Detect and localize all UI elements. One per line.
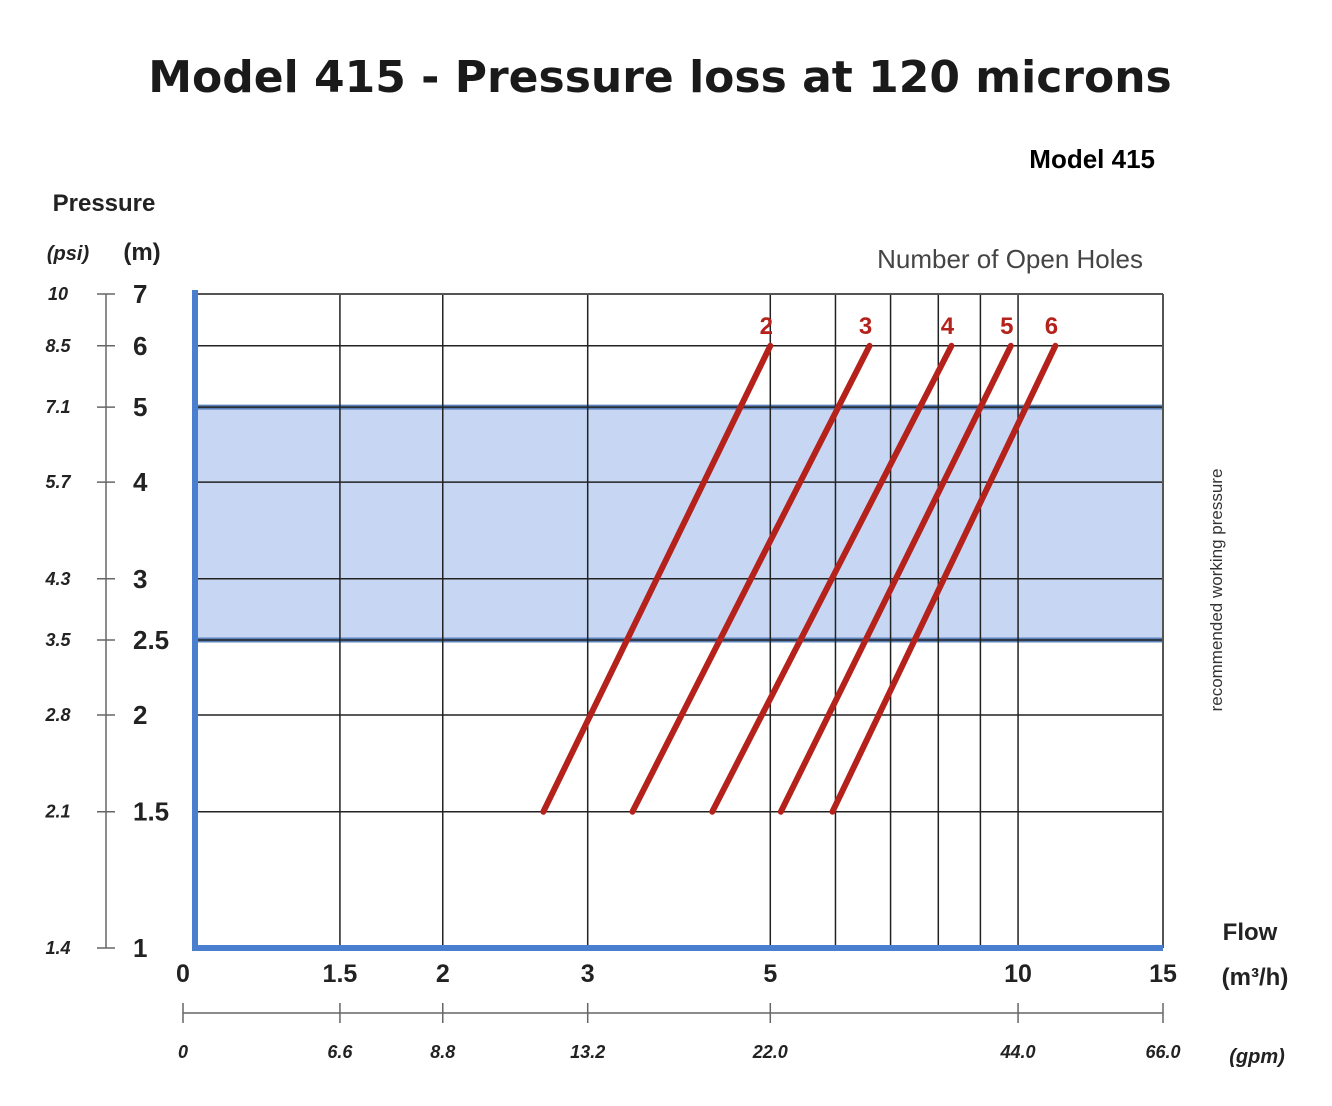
y-tick-label-m: 4 [133, 467, 148, 497]
series-label-2: 2 [760, 313, 773, 340]
x-tick-label-gpm: 66.0 [1145, 1042, 1180, 1062]
x-tick-label-m3h: 3 [581, 960, 595, 988]
y-tick-label-psi: 1.4 [45, 938, 70, 958]
y-axis-title: Pressure [53, 190, 156, 217]
series-label-3: 3 [859, 313, 872, 340]
x-tick-label-gpm: 8.8 [430, 1042, 455, 1062]
y-tick-label-m: 2 [133, 700, 147, 730]
y-tick-label-m: 5 [133, 392, 147, 422]
axes: 1 1.4 1.5 2.1 2 2.8 2.5 3.5 3 4.3 4 5.7 5 7.1 6 8.5 7 10 0… [44, 279, 1180, 1062]
x-axis-unit-gpm: (gpm) [1229, 1046, 1285, 1068]
x-tick-label-m3h: 2 [436, 960, 450, 988]
y-tick-label-psi: 2.1 [44, 802, 70, 822]
y-tick-label-psi: 7.1 [45, 397, 70, 417]
legend-title: Number of Open Holes [877, 244, 1143, 274]
x-axis-unit-m3h: (m³/h) [1222, 964, 1289, 991]
chart-title: Model 415 - Pressure loss at 120 microns [148, 52, 1172, 103]
x-tick-label-m3h: 0 [176, 960, 190, 988]
chart-subtitle: Model 415 [1029, 144, 1155, 174]
y-tick-label-psi: 8.5 [45, 336, 71, 356]
band-label: recommended working pressure [1207, 469, 1226, 712]
x-axis-title: Flow [1223, 919, 1278, 946]
series-line-6 [829, 342, 1059, 815]
y-tick-label-psi: 2.8 [44, 705, 70, 725]
series-label-4: 4 [941, 313, 955, 340]
y-axis-unit-m: (m) [123, 239, 160, 266]
series-line-4 [709, 342, 955, 815]
y-tick-label-m: 3 [133, 564, 147, 594]
band-fill [195, 407, 1163, 641]
series-label-6: 6 [1045, 313, 1058, 340]
series-lines: 2 3 4 5 6 [540, 313, 1059, 815]
x-tick-label-gpm: 0 [178, 1042, 188, 1062]
x-tick-label-m3h: 5 [763, 960, 777, 988]
y-tick-label-psi: 10 [48, 284, 68, 304]
y-axis-unit-psi: (psi) [47, 243, 90, 265]
series-line-5 [777, 342, 1014, 815]
y-tick-label-m: 1.5 [133, 797, 169, 827]
x-tick-label-gpm: 13.2 [570, 1042, 605, 1062]
x-tick-label-m3h: 15 [1149, 960, 1177, 988]
y-tick-label-m: 1 [133, 933, 147, 963]
y-tick-label-psi: 3.5 [45, 630, 71, 650]
y-tick-label-m: 6 [133, 331, 147, 361]
x-tick-label-gpm: 44.0 [1000, 1042, 1036, 1062]
x-tick-label-gpm: 22.0 [752, 1042, 788, 1062]
y-tick-label-m: 2.5 [133, 625, 169, 655]
x-tick-label-m3h: 1.5 [323, 960, 358, 988]
series-line-3 [629, 342, 873, 815]
y-tick-label-psi: 4.3 [44, 569, 70, 589]
x-tick-label-gpm: 6.6 [327, 1042, 353, 1062]
series-label-5: 5 [1000, 313, 1013, 340]
x-tick-label-m3h: 10 [1004, 960, 1032, 988]
y-tick-label-psi: 5.7 [45, 472, 71, 492]
series-line-2 [540, 342, 774, 815]
y-tick-label-m: 7 [133, 279, 147, 309]
